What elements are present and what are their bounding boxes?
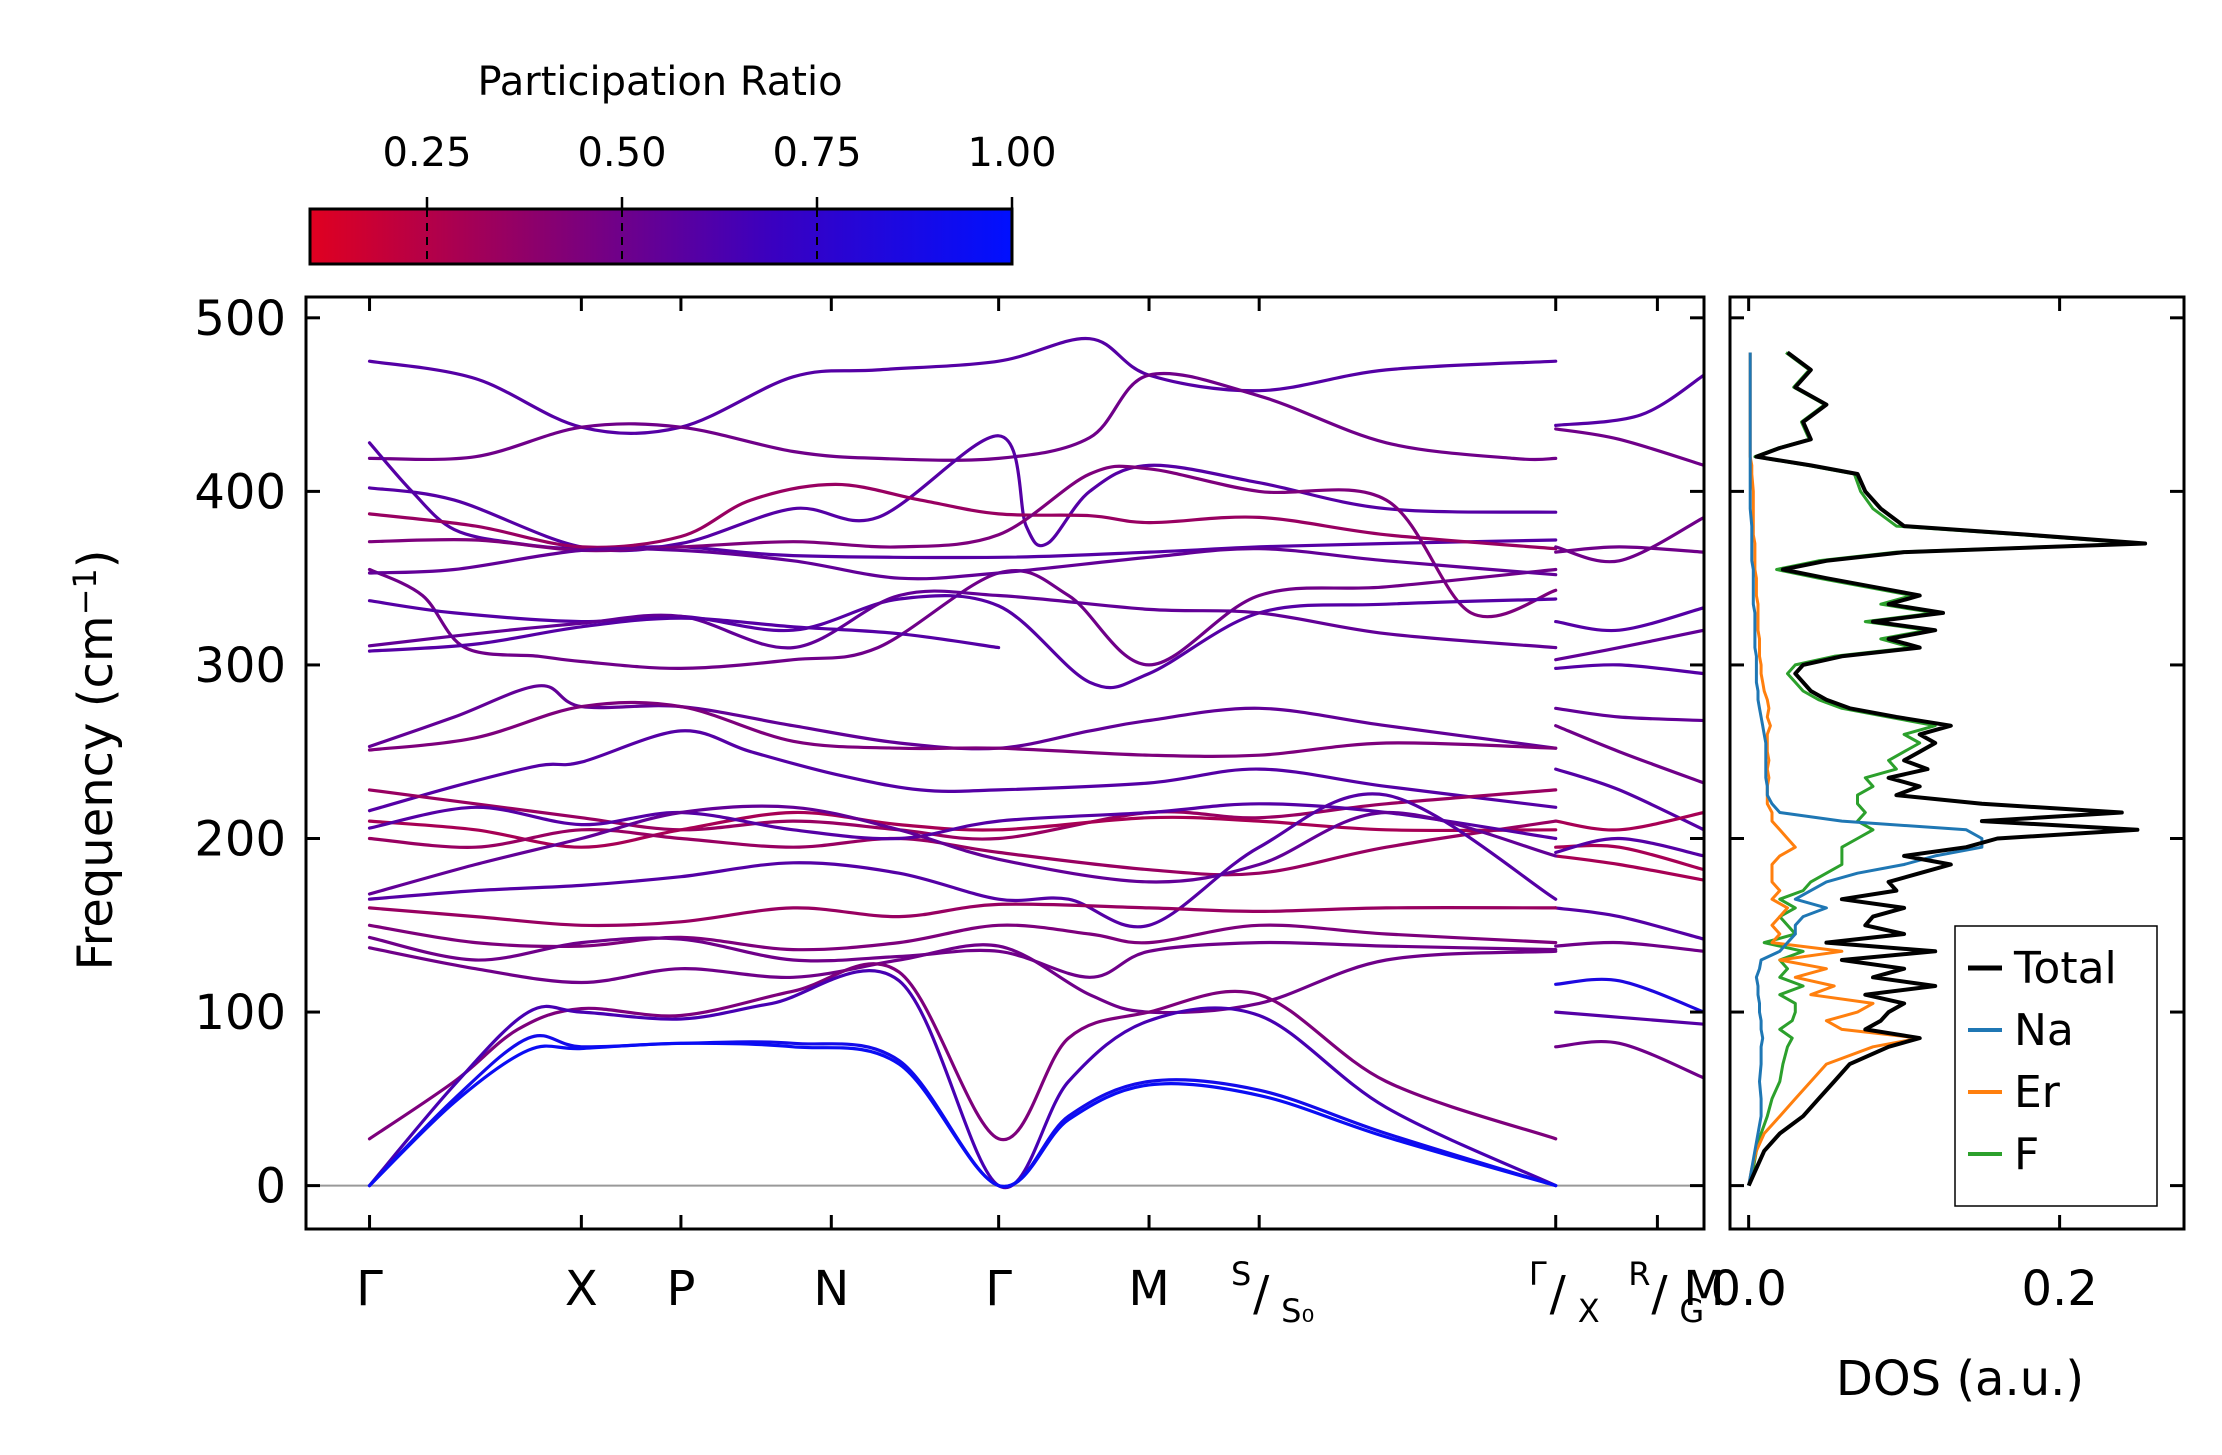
dos-x-tick-label: 0.2 [2021, 1261, 2097, 1317]
phonon-band [367, 819, 1558, 877]
phonon-band [367, 482, 1558, 551]
phonon-band [367, 567, 1558, 671]
dos-panel: 0.0 0.2 DOS (a.u.) Total Na Er F [1710, 295, 2186, 1407]
y-tick-label: 0 [255, 1159, 286, 1215]
high-symmetry-label: Γ [985, 1261, 1012, 1317]
phonon-band [367, 792, 1558, 929]
high-symmetry-label-sub: G [1679, 1292, 1704, 1330]
colorbar: Participation Ratio 0.25 0.50 0.75 1.00 [308, 59, 1057, 266]
dos-axes-frame [1728, 295, 2186, 1231]
colorbar-tick-label: 1.00 [967, 130, 1056, 176]
dos-x-axis-label: DOS (a.u.) [1836, 1351, 2084, 1407]
phonon-band [367, 1041, 1558, 1189]
high-symmetry-label: M [1128, 1261, 1169, 1317]
phonon-band [367, 943, 1558, 1015]
phonon-band [367, 594, 1558, 690]
phonon-band [1554, 977, 1704, 1014]
phonon-band [1554, 628, 1704, 662]
high-symmetry-label-sup: S [1231, 1255, 1251, 1293]
phonon-band [1554, 724, 1704, 785]
colorbar-tick-label: 0.75 [772, 130, 861, 176]
phonon-band [1554, 545, 1704, 554]
high-symmetry-fraction-label: Γ / X [1529, 1255, 1600, 1330]
phonon-band [367, 337, 1558, 435]
band-y-ticks: 0 100 200 300 400 500 [194, 291, 1704, 1215]
phonon-band [1554, 515, 1704, 564]
phonon-band [367, 902, 1558, 928]
high-symmetry-label-sub: X [1578, 1292, 1600, 1330]
high-symmetry-label: Γ [356, 1261, 383, 1317]
phonon-band [367, 546, 1558, 581]
high-symmetry-fraction-label: R / G [1628, 1255, 1704, 1330]
high-symmetry-label-sup: R [1628, 1255, 1650, 1293]
phonon-band [1554, 1039, 1704, 1080]
colorbar-tick-label: 0.25 [382, 130, 471, 176]
phonon-band [1554, 906, 1704, 941]
phonon-band [1554, 767, 1704, 832]
phonon-band [1554, 810, 1704, 832]
high-symmetry-label-sup: Γ [1529, 1255, 1547, 1293]
high-symmetry-fraction-label: S / S₀ [1231, 1255, 1314, 1330]
band-lines [367, 337, 1704, 1190]
phonon-band [367, 1033, 1558, 1189]
phonon-band [367, 788, 1558, 841]
y-axis-label: Frequency (cm−1) [66, 549, 124, 970]
legend-label-er: Er [2014, 1067, 2061, 1118]
phonon-band [367, 962, 1558, 1142]
phonon-band [1554, 940, 1704, 953]
dos-x-ticks: 0.0 0.2 [1710, 297, 2098, 1317]
y-tick-label: 100 [194, 985, 286, 1041]
colorbar-label: Participation Ratio [477, 59, 842, 105]
phonon-band [367, 804, 1558, 896]
fraction-slash: / [1651, 1266, 1668, 1322]
phonon-band [367, 935, 1558, 979]
dos-series-total [1746, 350, 2148, 1187]
y-tick-label: 400 [194, 464, 286, 520]
high-symmetry-label: M [1683, 1261, 1724, 1317]
phonon-band [367, 371, 1558, 462]
high-symmetry-label-sub: S₀ [1281, 1292, 1314, 1330]
y-tick-label: 500 [194, 291, 286, 347]
fraction-slash: / [1253, 1266, 1270, 1322]
high-symmetry-label: X [565, 1261, 598, 1317]
phonon-band [1554, 663, 1704, 676]
phonon-band [367, 441, 1558, 560]
y-tick-label: 200 [194, 811, 286, 867]
dos-lines [1746, 350, 2148, 1187]
colorbar-gradient [308, 207, 1014, 266]
phonon-band [1554, 373, 1704, 427]
phonon-band [1554, 706, 1704, 723]
colorbar-ticks: 0.25 0.50 0.75 1.00 [382, 130, 1057, 264]
fraction-slash: / [1550, 1266, 1567, 1322]
phonon-band [367, 700, 1558, 758]
phonon-band [367, 923, 1558, 952]
phonon-band [367, 810, 1558, 849]
band-x-ticks: Γ X P N Γ M S / S₀Γ / XR / GM [356, 297, 1725, 1330]
phonon-band [1554, 836, 1704, 858]
dos-y-ticks [1730, 316, 2184, 1188]
phonon-band [367, 969, 1558, 1190]
legend-label-total: Total [2013, 943, 2117, 994]
high-symmetry-label: N [813, 1261, 849, 1317]
dos-legend: Total Na Er F [1954, 925, 2158, 1207]
phonon-band [1554, 606, 1704, 633]
high-symmetry-label: P [666, 1261, 695, 1317]
phonon-band [367, 616, 1001, 653]
band-axes-frame [304, 295, 1706, 1231]
phonon-band [1554, 1010, 1704, 1026]
phonon-band [1554, 427, 1704, 467]
dos-x-tick-label: 0.0 [1710, 1261, 1786, 1317]
colorbar-tick-label: 0.50 [577, 130, 666, 176]
legend-label-na: Na [2014, 1005, 2074, 1056]
legend-label-f: F [2014, 1129, 2039, 1180]
phonon-band [1554, 854, 1704, 882]
legend-frame [1954, 925, 2158, 1207]
phonon-band [367, 729, 1558, 813]
dos-series-na [1747, 352, 1984, 1186]
y-tick-label: 300 [194, 638, 286, 694]
phonon-band [367, 589, 1558, 650]
phonon-band [367, 684, 1558, 751]
